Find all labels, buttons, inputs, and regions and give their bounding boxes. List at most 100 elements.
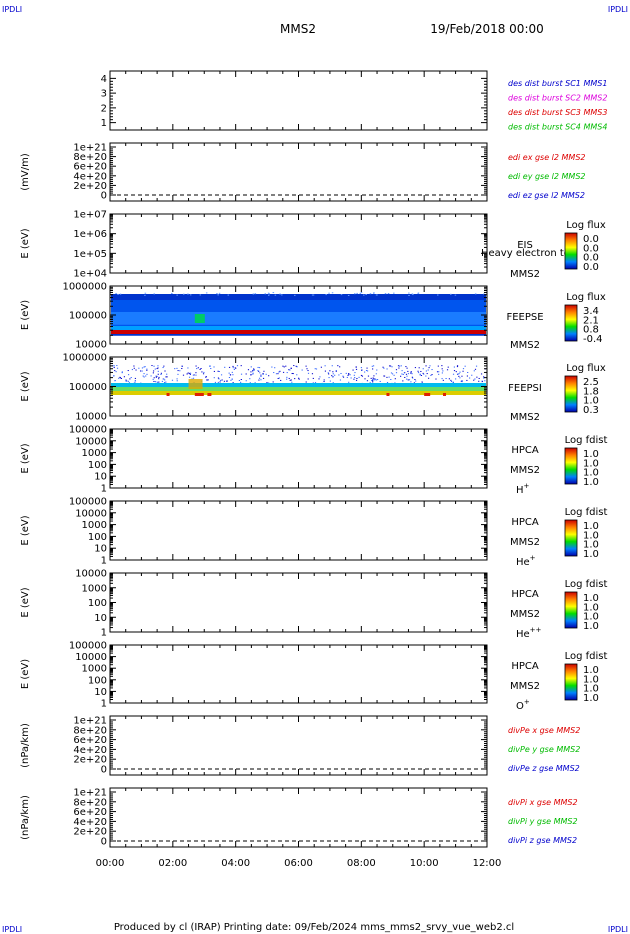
spectro-speck xyxy=(390,372,393,374)
spectro-speck xyxy=(217,381,219,383)
spectro-speck xyxy=(260,379,262,381)
spectro-speck xyxy=(468,377,471,379)
spectro-speck xyxy=(187,367,189,369)
spectro-speck xyxy=(291,372,293,374)
overlay-label: Heavy electron tot xyxy=(481,248,574,259)
spectro-speck xyxy=(151,365,153,367)
spectro-speck xyxy=(410,372,412,374)
spectro-speck xyxy=(375,379,377,381)
spectro-speck xyxy=(445,378,447,380)
spectro-speck xyxy=(372,380,374,382)
spectro-speck xyxy=(447,366,449,368)
spectro-speck xyxy=(398,367,400,369)
spectro-speck xyxy=(176,294,178,296)
spectro-speck xyxy=(240,379,242,381)
spectro-speck xyxy=(420,370,422,372)
spectro-speck xyxy=(406,375,408,377)
spectro-speck xyxy=(369,382,371,384)
spectro-speck xyxy=(268,293,270,295)
spectro-speck xyxy=(249,382,251,384)
panels-group: 1 2 3 4 des dist burst SC1 MMS1 des dist burs… xyxy=(20,70,607,848)
legend-entry: divPi z gse MMS2 xyxy=(508,836,577,845)
ytick-label: 10 xyxy=(94,613,107,624)
spectro-speck xyxy=(263,370,265,372)
spectro-speck xyxy=(177,373,179,375)
spectro-speck xyxy=(152,378,154,380)
spectro-speck xyxy=(192,374,195,376)
spectro-speck xyxy=(429,365,431,367)
spectro-speck xyxy=(349,374,351,376)
ytick-label: 8e+20 xyxy=(73,152,107,163)
spectro-speck xyxy=(258,379,260,381)
spectro-speck xyxy=(441,368,443,370)
spectro-speck xyxy=(431,374,433,376)
spectro-speck xyxy=(240,365,242,367)
spectro-speck xyxy=(366,380,369,382)
spectro-speck xyxy=(328,377,330,379)
spectro-speck xyxy=(446,369,449,371)
y-axis-label: E (eV) xyxy=(20,587,31,617)
spectro-speck xyxy=(200,368,202,370)
y-axis-label: (mV/m) xyxy=(20,153,31,191)
spectro-speck xyxy=(395,372,398,374)
spectro-speck xyxy=(412,377,414,379)
spectro-speck xyxy=(253,369,255,371)
spectro-speck xyxy=(367,375,370,377)
spectro-speck xyxy=(250,374,252,376)
ytick-label: 4e+20 xyxy=(73,745,107,756)
colorbar xyxy=(564,519,578,557)
colorbar-tick-label: 2.1 xyxy=(583,315,599,326)
spectro-speck xyxy=(431,369,433,371)
spectro-speck xyxy=(332,382,334,384)
spectro-speck xyxy=(411,376,413,378)
corner-label-tl: IPDLI xyxy=(2,5,22,14)
panel-frame xyxy=(109,213,488,274)
spectro-speck xyxy=(334,374,336,376)
spectro-speck xyxy=(285,365,287,367)
spectro-speck xyxy=(126,380,128,382)
ytick-label: 8e+20 xyxy=(73,797,107,808)
spectro-speck xyxy=(345,372,347,374)
spectro-speck xyxy=(125,380,127,382)
spectro-speck xyxy=(338,374,340,376)
legend-entry: edi ey gse l2 MMS2 xyxy=(508,172,586,181)
time-tick-label: 12:00 xyxy=(473,858,502,869)
colorbar-tick-label: 1.0 xyxy=(583,602,599,613)
spectro-speck xyxy=(363,294,365,296)
ytick-label: 10 xyxy=(94,472,107,483)
spectro-speck xyxy=(289,369,291,371)
ytick-label: 1e+21 xyxy=(73,788,107,799)
species-label: He++ xyxy=(516,626,542,640)
ytick-label: 2 xyxy=(101,103,107,114)
panel-feepse: 10000 100000 1000000 E (eV) FEEPSE MMS2 Log fl… xyxy=(20,282,606,352)
spectro-speck xyxy=(260,375,262,377)
spectro-speck xyxy=(410,381,412,383)
ytick-label: 4e+20 xyxy=(73,817,107,828)
spectro-speck xyxy=(294,378,296,380)
spacecraft-label: MMS2 xyxy=(510,537,540,548)
spectro-speck xyxy=(438,371,440,373)
spectro-speck xyxy=(427,369,429,371)
spectro-speck xyxy=(352,369,354,371)
spectro-speck xyxy=(384,293,387,295)
spectro-speck xyxy=(397,365,400,367)
spectro-speck xyxy=(286,376,288,378)
spectro-speck xyxy=(142,375,144,377)
colorbar xyxy=(564,304,578,342)
spectro-speck xyxy=(205,292,208,294)
spectro-speck xyxy=(347,374,349,376)
spectro-speck xyxy=(262,373,264,375)
ytick-label: 10 xyxy=(94,544,107,555)
spectro-band-green xyxy=(111,387,486,391)
spectro-speck xyxy=(230,379,232,381)
ytick-label: 100000 xyxy=(69,382,107,393)
spectro-speck xyxy=(162,367,164,369)
spectro-speck xyxy=(274,294,277,296)
ytick-label: 10000 xyxy=(75,340,107,351)
spectro-speck xyxy=(134,381,136,383)
spectro-speck xyxy=(272,292,275,294)
colorbar-tick-label: 1.0 xyxy=(583,612,599,623)
spectro-speck xyxy=(376,379,379,381)
panel-frame xyxy=(109,500,488,561)
